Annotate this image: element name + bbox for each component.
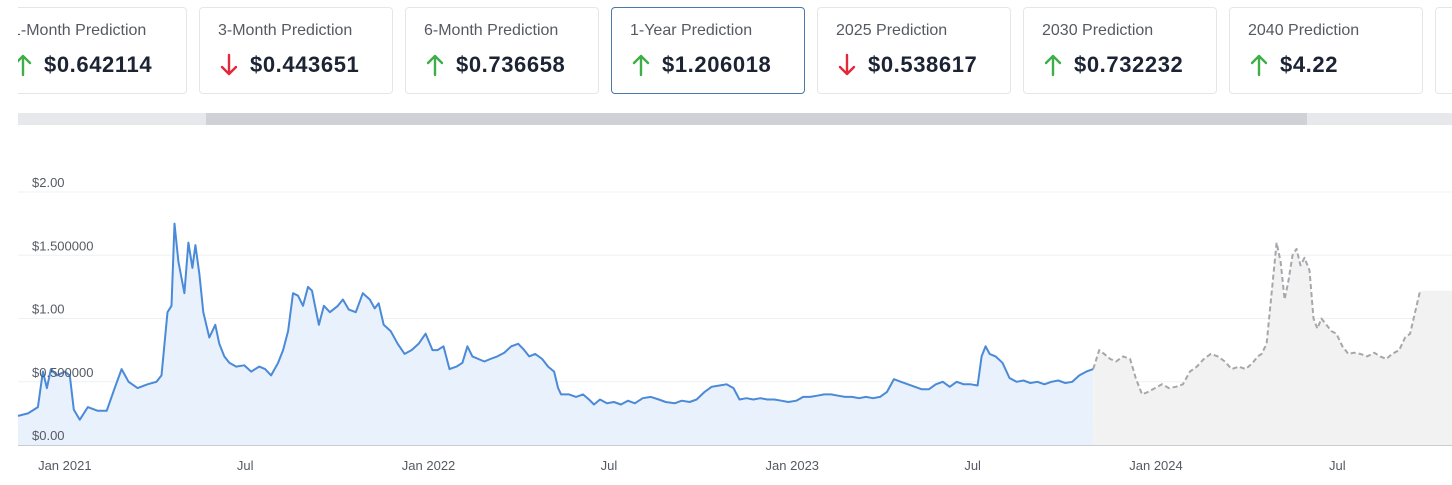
prediction-card-title: 2030 Prediction: [1042, 22, 1154, 39]
x-tick-label: Jul: [601, 458, 618, 473]
prediction-card-value: $0.642114: [44, 52, 153, 77]
prediction-card-value-row: $0.736658: [424, 52, 598, 78]
prediction-card-value-row: $1.206018: [630, 52, 804, 78]
x-tick-label: Jan 2021: [38, 458, 92, 473]
y-axis: $2.00 $1.500000 $1.00 $0.500000 $0.00: [32, 175, 93, 443]
arrow-down-icon: [838, 53, 856, 76]
prediction-card-value: $0.538617: [868, 52, 978, 77]
prediction-card-2[interactable]: 6-Month Prediction $0.736658: [405, 7, 599, 94]
prediction-card-value-row: $0.732232: [1042, 52, 1216, 78]
prediction-card-title: 3-Month Prediction: [218, 22, 353, 39]
x-tick-label: Jul: [237, 458, 254, 473]
prediction-card-5[interactable]: 2030 Prediction $0.732232: [1023, 7, 1217, 94]
prediction-card-value-row: $0.538617: [836, 52, 1010, 78]
prediction-card-6[interactable]: 2040 Prediction $4.22: [1229, 7, 1423, 94]
arrow-up-icon: [18, 54, 32, 77]
prediction-card-3[interactable]: 1-Year Prediction $1.206018: [611, 7, 805, 94]
prediction-card-title: 1-Month Prediction: [18, 22, 147, 39]
prediction-cards-track: 1-Month Prediction $0.642114 3-Month Predi…: [18, 7, 1452, 94]
chart-lines: [17, 222, 1422, 421]
prediction-card-title: 2040 Prediction: [1248, 22, 1360, 39]
y-tick-label: $1.500000: [32, 238, 93, 253]
chart-areas: [18, 223, 1452, 445]
forecast-area: [1093, 242, 1452, 445]
grid-lines: [18, 191, 1452, 383]
arrow-up-icon: [1250, 54, 1268, 77]
prediction-card-value-row: $0.443651: [218, 52, 392, 78]
y-tick-label: $2.00: [32, 175, 65, 190]
forecast-price-line[interactable]: [1092, 241, 1422, 396]
prediction-cards-carousel: 1-Month Prediction $0.642114 3-Month Predi…: [18, 0, 1452, 108]
horizontal-scrollbar[interactable]: [18, 113, 1452, 125]
historical-price-line[interactable]: [17, 222, 1094, 421]
price-prediction-chart: $2.00 $1.500000 $1.00 $0.500000 $0.00 Jan 20…: [17, 175, 1452, 473]
prediction-card-0[interactable]: 1-Month Prediction $0.642114: [18, 7, 187, 94]
y-tick-label: $0.00: [32, 428, 65, 443]
arrow-down-icon: [220, 53, 238, 76]
arrow-up-icon: [426, 54, 444, 77]
x-tick-label: Jan 2022: [402, 458, 456, 473]
x-tick-label: Jul: [1329, 458, 1346, 473]
prediction-card-1[interactable]: 3-Month Prediction $0.443651: [199, 7, 393, 94]
prediction-card-value-row: $0.642114: [18, 52, 186, 78]
prediction-card-value-row: $4.22: [1248, 52, 1422, 78]
arrow-up-icon: [1044, 54, 1062, 77]
x-tick-label: Jan 2023: [766, 458, 820, 473]
x-tick-label: Jul: [964, 458, 981, 473]
prediction-card-title: 2025 Prediction: [836, 22, 948, 39]
prediction-card-title: 1-Year Prediction: [630, 22, 753, 39]
prediction-card-4[interactable]: 2025 Prediction $0.538617: [817, 7, 1011, 94]
arrow-up-icon: [632, 54, 650, 77]
prediction-card-value: $1.206018: [662, 52, 772, 77]
prediction-card-value: $0.732232: [1074, 52, 1184, 77]
prediction-card-value: $4.22: [1280, 52, 1339, 77]
x-tick-label: Jan 2024: [1129, 458, 1183, 473]
scrollbar-thumb[interactable]: [206, 113, 1307, 125]
prediction-card-partial[interactable]: [1435, 7, 1452, 94]
x-axis: Jan 2021 Jul Jan 2022 Jul Jan 2023 Jul Jan 202…: [38, 458, 1346, 473]
y-tick-label: $1.00: [32, 302, 65, 317]
prediction-card-value: $0.736658: [456, 52, 566, 77]
prediction-card-value: $0.443651: [250, 52, 360, 77]
prediction-card-title: 6-Month Prediction: [424, 22, 559, 39]
y-tick-label: $0.500000: [32, 365, 93, 380]
historical-area: [18, 223, 1094, 445]
